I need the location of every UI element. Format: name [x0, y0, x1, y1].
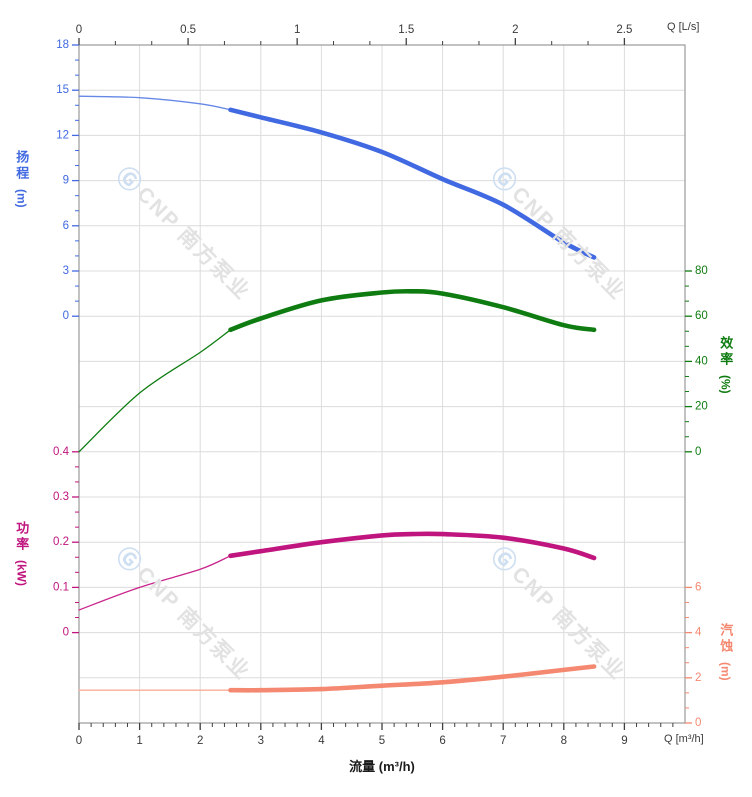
npsh-tick-label: 0 — [695, 717, 701, 729]
power-axis-title: 功率 (kW) — [13, 521, 29, 586]
head-tick-label: 6 — [63, 220, 69, 232]
top-axis-tick-label: 2.5 — [616, 24, 632, 36]
npsh-tick-label: 2 — [695, 672, 701, 684]
efficiency-tick-label: 20 — [695, 401, 708, 413]
efficiency-axis-unit: (%) — [718, 375, 733, 394]
npsh-curve — [228, 664, 597, 693]
power-axis-unit: (kW) — [14, 560, 29, 586]
top-axis-tick-label: 1 — [294, 24, 300, 36]
npsh-axis-title: 汽蚀 (m) — [717, 623, 733, 681]
bottom-axis-unit-label: Q [m³/h] — [664, 733, 704, 745]
power-tick-label: 0.4 — [53, 446, 70, 458]
head-tick-label: 18 — [56, 39, 69, 51]
npsh-axis-unit: (m) — [718, 662, 733, 681]
efficiency-tick-label: 60 — [695, 310, 708, 322]
efficiency-axis-title-text: 效率 — [718, 336, 734, 368]
efficiency-tick-label: 80 — [695, 265, 708, 277]
top-axis-tick-label: 0 — [76, 24, 82, 36]
flow-axis-title: 流量 (m³/h) — [349, 759, 415, 774]
bottom-axis-tick-label: 8 — [561, 735, 567, 747]
top-axis-tick-label: 0.5 — [180, 24, 196, 36]
bottom-axis-tick-label: 9 — [621, 735, 627, 747]
bottom-axis-tick-label: 0 — [76, 735, 82, 747]
power-curve-thin — [78, 555, 232, 611]
power-axis-title-text: 功率 — [14, 521, 30, 553]
power-tick-label: 0.3 — [53, 491, 69, 503]
head-tick-label: 15 — [56, 84, 69, 96]
head-tick-label: 0 — [63, 310, 69, 322]
head-axis-title: 扬程 (m) — [13, 150, 29, 208]
efficiency-axis-title: 效率 (%) — [717, 336, 733, 394]
npsh-tick-label: 4 — [695, 627, 702, 639]
bottom-axis-tick-label: 7 — [500, 735, 506, 747]
bottom-axis-tick-label: 3 — [258, 735, 264, 747]
head-axis-unit: (m) — [14, 189, 29, 208]
npsh-axis-title-text: 汽蚀 — [718, 623, 734, 655]
bottom-axis-tick-label: 5 — [379, 735, 385, 747]
efficiency-tick-label: 40 — [695, 355, 708, 367]
top-axis-unit-label: Q [L/s] — [667, 21, 700, 33]
head-axis-title-text: 扬程 — [14, 150, 30, 182]
top-axis-tick-label: 1.5 — [398, 24, 414, 36]
head-curve — [228, 107, 597, 260]
efficiency-curve-thin — [78, 329, 232, 453]
bottom-axis-tick-label: 1 — [136, 735, 142, 747]
efficiency-curve — [228, 288, 597, 333]
head-tick-label: 12 — [56, 129, 69, 141]
head-tick-label: 9 — [63, 175, 69, 187]
bottom-axis-tick-label: 4 — [318, 735, 325, 747]
head-curve-thin — [78, 95, 232, 111]
power-tick-label: 0.1 — [53, 581, 69, 593]
power-tick-label: 0 — [63, 627, 69, 639]
efficiency-tick-label: 0 — [695, 446, 701, 458]
npsh-tick-label: 6 — [695, 581, 701, 593]
bottom-axis-tick-label: 6 — [439, 735, 445, 747]
top-axis-tick-label: 2 — [512, 24, 518, 36]
power-curve — [228, 531, 597, 561]
bottom-axis-tick-label: 2 — [197, 735, 203, 747]
power-tick-label: 0.2 — [53, 536, 69, 548]
head-tick-label: 3 — [63, 265, 69, 277]
